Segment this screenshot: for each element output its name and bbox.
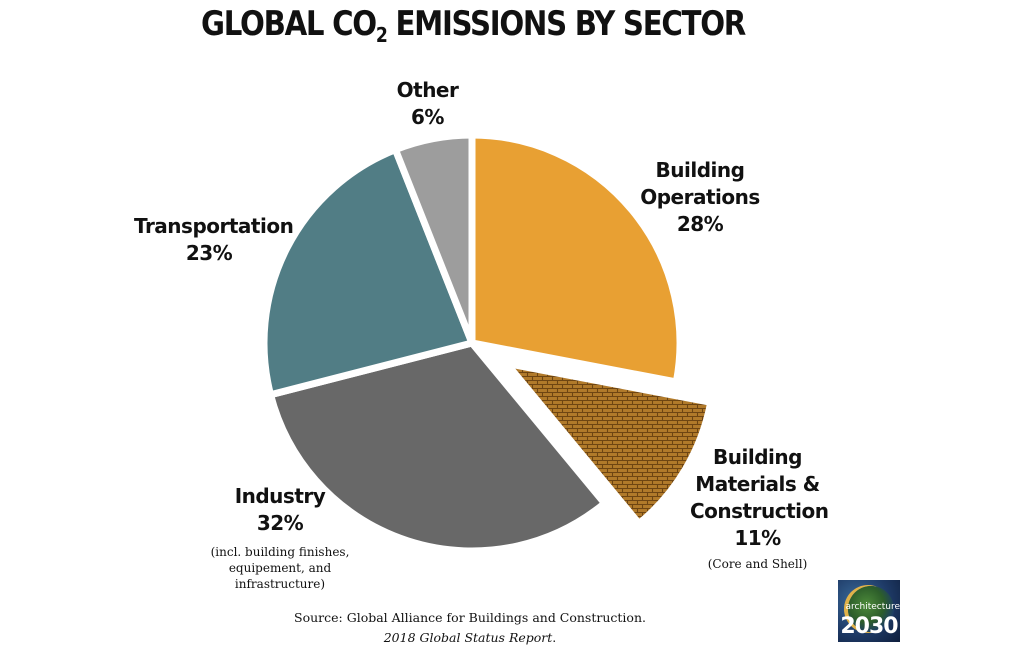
label-other: Other 6% — [396, 78, 459, 129]
globe-icon — [848, 586, 894, 632]
label-building-operations: Building Operations 28% — [640, 158, 760, 236]
pie-slice-transportation — [260, 145, 477, 399]
chart-title: GLOBAL CO2 EMISSIONS BY SECTOR — [200, 4, 746, 47]
label-transportation: Transportation 23% — [134, 214, 294, 265]
pie-slice-industry — [266, 339, 610, 555]
logo-number: 2030 — [840, 614, 898, 639]
pie-slice-building-operations — [468, 131, 684, 387]
label-building-materials: Building Materials & Construction 11% — [690, 445, 829, 550]
pie-slice-building-materials-construction — [497, 358, 715, 529]
note-building-materials: (Core and Shell) — [707, 557, 808, 571]
pie-slice-other — [390, 131, 476, 345]
logo-word: architecture — [845, 602, 900, 612]
label-industry: Industry 32% — [234, 484, 326, 535]
architecture-2030-logo: architecture 2030 — [838, 580, 900, 642]
note-industry: (incl. building finishes, equipement, an… — [210, 545, 350, 591]
source-note: Source: Global Alliance for Buildings an… — [294, 610, 646, 645]
